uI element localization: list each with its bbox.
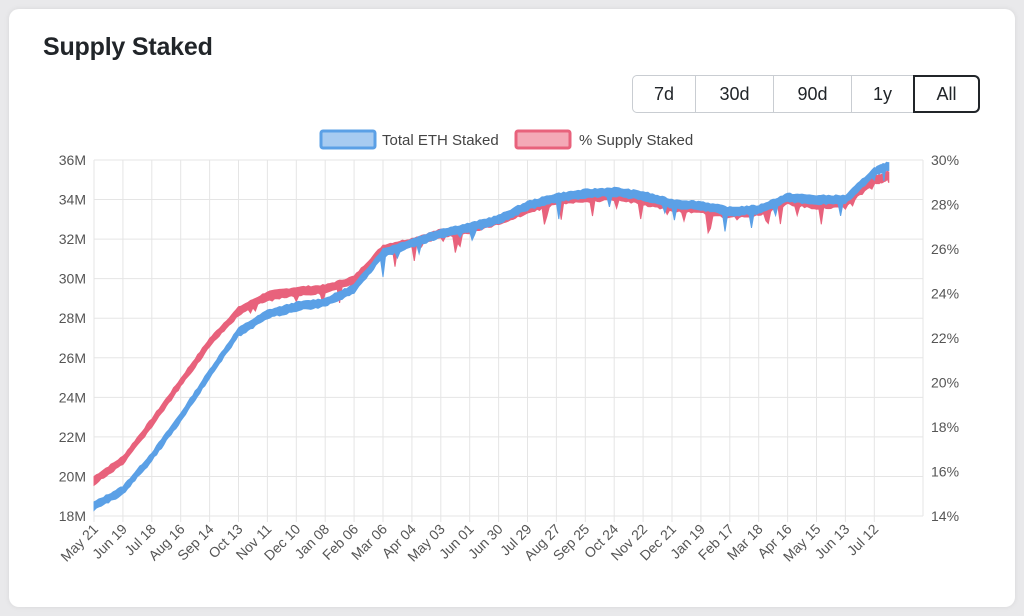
y-left-tick-label: 36M: [59, 152, 86, 168]
y-left-tick-label: 32M: [59, 231, 86, 247]
y-left-tick-label: 30M: [59, 271, 86, 287]
legend-label-supply-pct[interactable]: % Supply Staked: [579, 132, 693, 149]
y-left-tick-label: 24M: [59, 389, 86, 405]
chart-legend: Total ETH Staked % Supply Staked: [319, 129, 693, 150]
y-right-tick-label: 20%: [931, 375, 959, 391]
x-tick-label: Jul 12: [844, 521, 882, 559]
legend-swatch-supply-pct[interactable]: [514, 129, 572, 150]
range-button-all[interactable]: All: [913, 75, 980, 113]
y-right-tick-label: 26%: [931, 241, 959, 257]
x-tick-label: May 21: [57, 521, 101, 565]
legend-swatch-total-eth[interactable]: [319, 129, 377, 150]
y-left-tick-label: 20M: [59, 468, 86, 484]
y-axis-left: 18M 20M 22M 24M 26M 28M 30M 32M 34M 36M: [59, 152, 86, 524]
y-right-tick-label: 14%: [931, 508, 959, 524]
y-right-tick-label: 30%: [931, 152, 959, 168]
y-right-tick-label: 24%: [931, 286, 959, 302]
range-button-30d[interactable]: 30d: [696, 76, 774, 112]
y-right-tick-label: 16%: [931, 464, 959, 480]
y-axis-right: 14% 16% 18% 20% 22% 24% 26% 28% 30%: [931, 152, 959, 524]
range-button-1y[interactable]: 1y: [852, 76, 914, 112]
y-left-tick-label: 18M: [59, 508, 86, 524]
chart-series: [93, 161, 890, 512]
y-left-tick-label: 28M: [59, 310, 86, 326]
y-left-tick-label: 26M: [59, 350, 86, 366]
y-left-tick-label: 22M: [59, 429, 86, 445]
y-right-tick-label: 28%: [931, 197, 959, 213]
y-right-tick-label: 18%: [931, 419, 959, 435]
y-right-tick-label: 22%: [931, 330, 959, 346]
card-title: Supply Staked: [43, 33, 213, 61]
range-button-90d[interactable]: 90d: [774, 76, 852, 112]
time-range-selector: 7d 30d 90d 1y All: [632, 75, 980, 113]
y-left-tick-label: 34M: [59, 192, 86, 208]
supply-staked-card: Supply Staked 7d 30d 90d 1y All Total ET…: [9, 9, 1015, 607]
range-button-7d[interactable]: 7d: [633, 76, 696, 112]
supply-staked-chart: Total ETH Staked % Supply Staked 18M 20M 2…: [57, 129, 959, 565]
series-area-total-eth: [93, 161, 890, 512]
legend-label-total-eth[interactable]: Total ETH Staked: [382, 132, 499, 149]
